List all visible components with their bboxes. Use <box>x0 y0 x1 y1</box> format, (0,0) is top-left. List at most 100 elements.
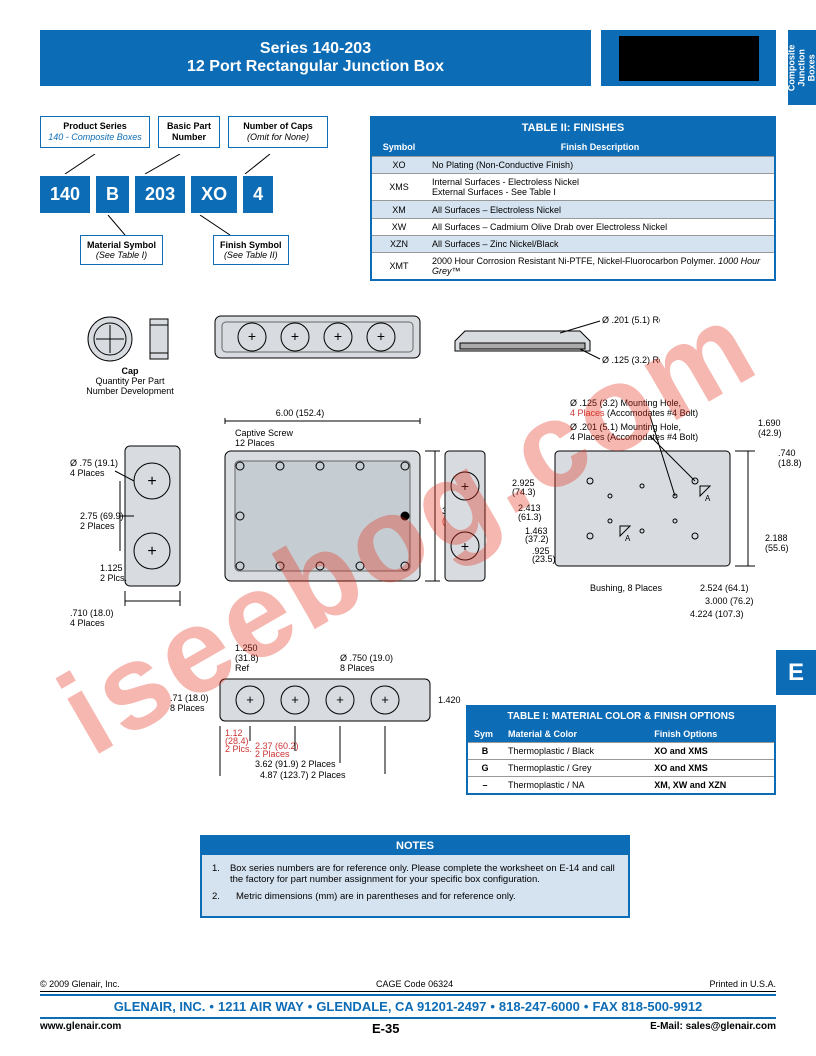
cap-sub: Quantity Per PartNumber Development <box>86 376 174 396</box>
svg-text:Ø .201 (5.1) Mounting Hole,: Ø .201 (5.1) Mounting Hole, <box>570 422 681 432</box>
svg-text:.740: .740 <box>778 448 796 458</box>
copyright: © 2009 Glenair, Inc. <box>40 979 120 989</box>
svg-text:2.75 (69.9): 2.75 (69.9) <box>80 511 124 521</box>
cell: B <box>467 743 502 760</box>
svg-text:+: + <box>147 473 156 490</box>
svg-text:2 Places: 2 Places <box>255 749 290 759</box>
svg-text:.71 (18.0): .71 (18.0) <box>170 693 209 703</box>
svg-text:+: + <box>246 692 254 707</box>
svg-text:8 Places: 8 Places <box>170 703 205 713</box>
svg-text:Bushing, 8 Places: Bushing, 8 Places <box>590 583 663 593</box>
svg-text:+: + <box>461 478 469 494</box>
cell: No Plating (Non-Conductive Finish) <box>426 157 775 174</box>
svg-text:4 Places: 4 Places <box>70 468 105 478</box>
cell: Internal Surfaces - Electroless NickelEx… <box>426 174 775 201</box>
logo-box <box>601 30 776 86</box>
page-number: E-35 <box>372 1021 399 1036</box>
top-view: + + + + <box>210 311 430 366</box>
col-desc: Finish Description <box>426 138 775 157</box>
svg-text:2 Places: 2 Places <box>80 521 115 531</box>
svg-text:(31.8): (31.8) <box>235 653 259 663</box>
cell: XO and XMS <box>648 743 775 760</box>
notes-box: NOTES 1.Box series numbers are for refer… <box>200 835 630 918</box>
cell: Thermoplastic / Grey <box>502 760 648 777</box>
label-num-caps: Number of Caps (Omit for None) <box>228 116 328 148</box>
header: Series 140-203 12 Port Rectangular Junct… <box>40 30 776 86</box>
label-material-symbol: Material Symbol (See Table I) <box>80 235 163 265</box>
svg-text:(23.5): (23.5) <box>532 554 556 564</box>
cell: XMT <box>371 252 426 280</box>
cell: XO and XMS <box>648 760 775 777</box>
cell: All Surfaces – Cadmium Olive Drab over E… <box>426 218 775 235</box>
left-side-view: + + Ø .75 (19.1)4 Places 2.75 (69.9)2 Pl… <box>70 431 200 631</box>
svg-text:4 Places (Accomodates #4 Bolt): 4 Places (Accomodates #4 Bolt) <box>570 408 698 418</box>
label-title: Number of Caps <box>235 121 321 132</box>
svg-text:+: + <box>291 692 299 707</box>
footer: © 2009 Glenair, Inc. CAGE Code 06324 Pri… <box>40 979 776 1036</box>
label-title: Basic Part Number <box>165 121 213 143</box>
svg-text:(55.6): (55.6) <box>765 543 789 553</box>
svg-text:Captive Screw: Captive Screw <box>235 428 294 438</box>
note-item: 1.Box series numbers are for reference o… <box>212 863 618 885</box>
svg-text:Ø .125 (3.2) Ref TYP: Ø .125 (3.2) Ref TYP <box>602 355 660 365</box>
table1-title: TABLE I: MATERIAL COLOR & FINISH OPTIONS <box>467 706 775 726</box>
cell: All Surfaces – Zinc Nickel/Black <box>426 235 775 252</box>
series-title: Series 140-203 <box>60 40 571 58</box>
svg-text:+: + <box>147 543 156 560</box>
code-row: 140 B 203 XO 4 <box>40 176 340 213</box>
cell: Thermoplastic / NA <box>502 777 648 795</box>
cell: G <box>467 760 502 777</box>
code-finish: XO <box>191 176 237 213</box>
svg-text:4.224 (107.3): 4.224 (107.3) <box>690 609 744 619</box>
svg-text:Ø .201 (5.1) Ref: Ø .201 (5.1) Ref <box>602 315 660 325</box>
long-bottom-view: 1.250(31.8)Ref Ø .750 (19.0)8 Places + +… <box>170 641 480 781</box>
notes-title: NOTES <box>202 837 628 855</box>
col-symbol: Symbol <box>371 138 426 157</box>
note-text: Metric dimensions (mm) are in parenthese… <box>236 891 516 902</box>
cell: XMS <box>371 174 426 201</box>
svg-text:Ø .750 (19.0): Ø .750 (19.0) <box>340 653 393 663</box>
label-product-series: Product Series 140 - Composite Boxes <box>40 116 150 148</box>
title-banner: Series 140-203 12 Port Rectangular Junct… <box>40 30 591 86</box>
col: Material & Color <box>502 726 648 743</box>
svg-text:+: + <box>461 538 469 554</box>
svg-text:(42.9): (42.9) <box>758 428 782 438</box>
svg-text:2 Plcs.: 2 Plcs. <box>100 573 127 583</box>
section-tab-e: E <box>776 650 816 695</box>
label-title: Finish Symbol <box>220 240 282 250</box>
svg-text:+: + <box>336 692 344 707</box>
cap-label: CapQuantity Per PartNumber Development <box>80 366 180 396</box>
label-sub: 140 - Composite Boxes <box>47 132 143 143</box>
svg-text:+: + <box>334 328 342 344</box>
svg-text:A: A <box>705 494 711 503</box>
cell: XM <box>371 201 426 218</box>
svg-text:2 Plcs.: 2 Plcs. <box>225 744 252 754</box>
note-text: Box series numbers are for reference onl… <box>230 863 618 885</box>
footer-main: GLENAIR, INC.•1211 AIR WAY•GLENDALE, CA … <box>40 994 776 1019</box>
svg-text:4 Places (Accomodates #4 Bolt): 4 Places (Accomodates #4 Bolt) <box>570 432 698 442</box>
code-basic: 203 <box>135 176 185 213</box>
table2-title: TABLE II: FINISHES <box>371 117 775 138</box>
cell: XW <box>371 218 426 235</box>
svg-text:8 Places: 8 Places <box>340 663 375 673</box>
svg-text:Ref: Ref <box>235 663 250 673</box>
col: Sym <box>467 726 502 743</box>
cell: XZN <box>371 235 426 252</box>
part-number-breakdown: Product Series 140 - Composite Boxes Bas… <box>40 116 340 281</box>
svg-text:2.188: 2.188 <box>765 533 788 543</box>
svg-text:1.420: 1.420 <box>438 695 461 705</box>
svg-text:4.87 (123.7) 2 Places: 4.87 (123.7) 2 Places <box>260 770 346 780</box>
footer-email: E-Mail: sales@glenair.com <box>650 1021 776 1036</box>
svg-text:Ø .75 (19.1): Ø .75 (19.1) <box>70 458 118 468</box>
label-title: Material Symbol <box>87 240 156 250</box>
category-tab-text: CompositeJunctionBoxes <box>787 44 816 91</box>
svg-text:.710 (18.0): .710 (18.0) <box>70 608 114 618</box>
cell: XO <box>371 157 426 174</box>
svg-text:Ø .125 (3.2) Mounting Hole,: Ø .125 (3.2) Mounting Hole, <box>570 398 681 408</box>
svg-text:3.62 (91.9) 2 Places: 3.62 (91.9) 2 Places <box>255 759 336 769</box>
cell: XM, XW and XZN <box>648 777 775 795</box>
svg-text:(18.8): (18.8) <box>778 458 802 468</box>
svg-text:(74.3): (74.3) <box>512 487 536 497</box>
code-series: 140 <box>40 176 90 213</box>
svg-text:+: + <box>291 328 299 344</box>
